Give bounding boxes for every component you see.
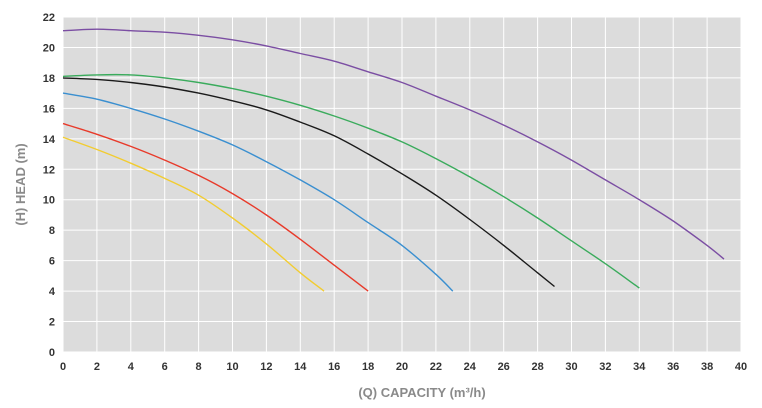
series-line-5 <box>62 73 640 289</box>
x-tick-label: 22 <box>430 361 442 373</box>
y-tick-label: 4 <box>49 286 56 298</box>
y-axis-title: (H) HEAD (m) <box>13 143 28 225</box>
x-tick-label: 26 <box>498 361 510 373</box>
y-tick-label: 2 <box>49 317 55 329</box>
y-tick-label: 14 <box>43 134 56 146</box>
x-tick-label: 2 <box>94 361 100 373</box>
x-tick-label: 38 <box>701 361 713 373</box>
y-tick-label: 8 <box>49 225 55 237</box>
x-tick-label: 18 <box>362 361 374 373</box>
x-tick-label: 8 <box>196 361 202 373</box>
x-tick-label: 4 <box>128 361 135 373</box>
y-tick-label: 20 <box>43 42 55 54</box>
series-line-3 <box>62 92 454 292</box>
y-tick-label: 0 <box>49 347 55 359</box>
x-tick-label: 0 <box>60 361 66 373</box>
series-line-1 <box>62 136 325 292</box>
gridlines <box>62 16 742 353</box>
series-line-4 <box>62 77 555 288</box>
x-tick-label: 36 <box>667 361 679 373</box>
x-tick-label: 24 <box>464 361 477 373</box>
y-tick-label: 16 <box>43 103 55 115</box>
tick-labels: 0 2 4 6 8 10 12 14 16 18 20 22 24 26 28 30 32 34 36 38 40024… <box>43 12 747 373</box>
x-tick-label: 28 <box>531 361 543 373</box>
x-tick-label: 14 <box>294 361 307 373</box>
series-line-6 <box>62 28 725 260</box>
x-tick-label: 34 <box>633 361 646 373</box>
y-tick-label: 6 <box>49 256 55 268</box>
x-tick-label: 10 <box>226 361 238 373</box>
x-axis-title: (Q) CAPACITY (m³/h) <box>358 385 485 400</box>
y-tick-label: 10 <box>43 195 55 207</box>
x-tick-label: 30 <box>565 361 577 373</box>
x-tick-label: 40 <box>735 361 747 373</box>
x-tick-label: 6 <box>162 361 168 373</box>
x-tick-label: 16 <box>328 361 340 373</box>
x-tick-label: 12 <box>260 361 272 373</box>
y-tick-label: 12 <box>43 164 55 176</box>
y-tick-label: 18 <box>43 73 55 85</box>
y-tick-label: 22 <box>43 12 55 24</box>
x-tick-label: 20 <box>396 361 408 373</box>
series-line-2 <box>62 122 369 292</box>
x-tick-label: 32 <box>599 361 611 373</box>
series-lines <box>62 28 725 292</box>
